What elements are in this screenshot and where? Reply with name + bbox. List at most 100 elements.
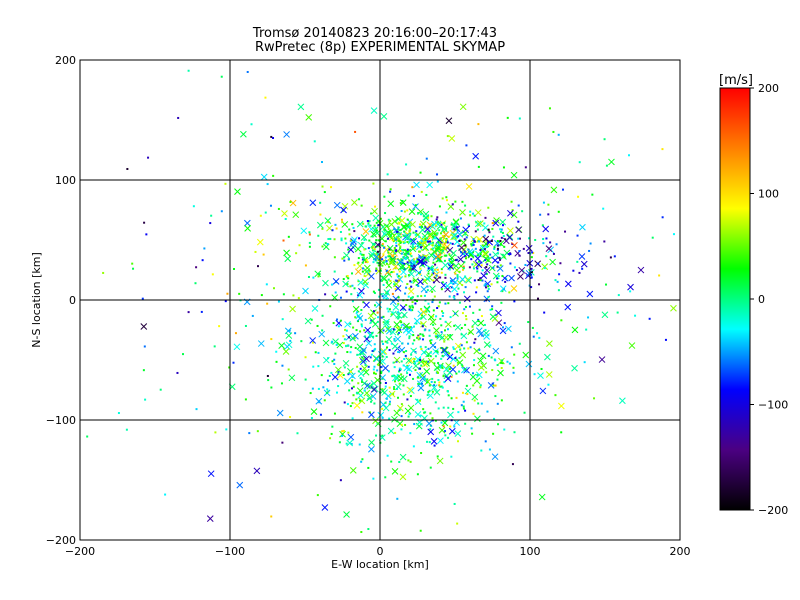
scatter-point-x: [396, 276, 404, 283]
scatter-point-dot: [400, 423, 403, 426]
scatter-point-dot: [390, 342, 393, 345]
scatter-point-dot: [429, 428, 432, 431]
scatter-point-dot: [477, 165, 480, 168]
scatter-point-dot: [461, 312, 464, 315]
scatter-point-dot: [512, 366, 515, 369]
scatter-point-dot: [429, 466, 432, 469]
scatter-point-x: [311, 305, 319, 312]
scatter-point-dot: [419, 359, 422, 362]
scatter-point-dot: [351, 284, 354, 287]
scatter-point-dot: [434, 419, 437, 422]
scatter-point-dot: [356, 311, 359, 314]
scatter-point-x: [352, 332, 359, 340]
scatter-point-dot: [381, 434, 384, 437]
scatter-point-x: [368, 252, 375, 260]
scatter-point-x: [368, 411, 375, 419]
scatter-point-x: [354, 268, 362, 276]
scatter-point-x: [356, 220, 364, 228]
scatter-point-dot: [456, 274, 459, 277]
scatter-point-dot: [381, 295, 384, 298]
scatter-point-dot: [441, 250, 444, 253]
scatter-point-dot: [392, 374, 395, 377]
scatter-point-dot: [233, 268, 236, 271]
scatter-point-x: [283, 131, 290, 138]
scatter-point-x: [484, 280, 492, 288]
scatter-point-dot: [467, 347, 470, 350]
scatter-point-dot: [446, 135, 449, 138]
scatter-point-dot: [469, 346, 472, 349]
scatter-point-dot: [477, 402, 480, 405]
scatter-point-dot: [361, 411, 364, 414]
scatter-point-dot: [488, 448, 491, 451]
scatter-point-dot: [493, 417, 496, 420]
scatter-point-x: [305, 113, 313, 121]
scatter-point-dot: [224, 300, 227, 303]
scatter-point-dot: [367, 223, 370, 226]
scatter-point-dot: [494, 359, 497, 362]
scatter-point-dot: [464, 315, 467, 318]
scatter-point-dot: [387, 326, 390, 329]
scatter-point-x: [417, 358, 425, 365]
scatter-point-dot: [313, 140, 316, 143]
scatter-point-dot: [371, 235, 374, 238]
scatter-point-dot: [440, 324, 443, 327]
scatter-point-dot: [398, 382, 401, 385]
scatter-point-x: [351, 236, 358, 244]
scatter-point-x: [405, 357, 413, 364]
scatter-point-dot: [375, 269, 378, 272]
scatter-point-x: [399, 453, 407, 461]
scatter-point-dot: [462, 265, 465, 268]
scatter-point-dot: [397, 311, 400, 314]
scatter-point-x: [140, 323, 148, 330]
scatter-point-dot: [372, 368, 375, 371]
scatter-point-dot: [380, 217, 383, 220]
scatter-point-dot: [377, 288, 380, 291]
scatter-point-dot: [440, 357, 443, 360]
scatter-point-dot: [386, 224, 389, 227]
scatter-point-x: [396, 404, 404, 412]
scatter-point-dot: [347, 258, 350, 261]
scatter-point-x: [404, 234, 412, 242]
scatter-point-dot: [524, 263, 527, 266]
scatter-point-dot: [450, 455, 453, 458]
scatter-point-dot: [407, 342, 410, 345]
scatter-point-dot: [381, 244, 384, 247]
scatter-point-x: [433, 327, 440, 334]
scatter-point-dot: [436, 307, 439, 310]
scatter-point-dot: [317, 365, 320, 368]
scatter-point-dot: [427, 302, 430, 305]
scatter-point-dot: [370, 319, 373, 322]
scatter-point-x: [408, 270, 415, 278]
scatter-point-dot: [557, 210, 560, 213]
scatter-point-dot: [388, 386, 391, 389]
scatter-point-dot: [439, 366, 442, 369]
scatter-point-dot: [349, 351, 352, 354]
scatter-point-dot: [449, 316, 452, 319]
scatter-point-dot: [499, 264, 502, 267]
scatter-point-dot: [402, 308, 405, 311]
scatter-point-x: [285, 332, 293, 339]
scatter-point-dot: [419, 345, 422, 348]
scatter-point-dot: [341, 430, 344, 433]
scatter-point-x: [395, 231, 402, 239]
scatter-point-dot: [408, 308, 411, 311]
scatter-point-dot: [501, 359, 504, 362]
scatter-point-dot: [476, 270, 479, 273]
scatter-point-dot: [467, 223, 470, 226]
scatter-point-x: [417, 258, 425, 265]
scatter-point-dot: [492, 384, 495, 387]
scatter-point-dot: [439, 276, 442, 279]
scatter-point-x: [492, 219, 500, 227]
scatter-point-dot: [244, 398, 247, 401]
scatter-point-dot: [269, 204, 272, 207]
scatter-point-dot: [400, 373, 403, 376]
scatter-point-dot: [406, 209, 409, 212]
scatter-point-x: [391, 415, 398, 423]
scatter-point-dot: [436, 455, 439, 458]
scatter-point-dot: [381, 355, 384, 358]
scatter-point-x: [448, 135, 456, 142]
scatter-point-dot: [461, 391, 464, 394]
scatter-point-dot: [396, 273, 399, 276]
scatter-point-x: [471, 393, 479, 401]
scatter-point-dot: [177, 116, 180, 119]
